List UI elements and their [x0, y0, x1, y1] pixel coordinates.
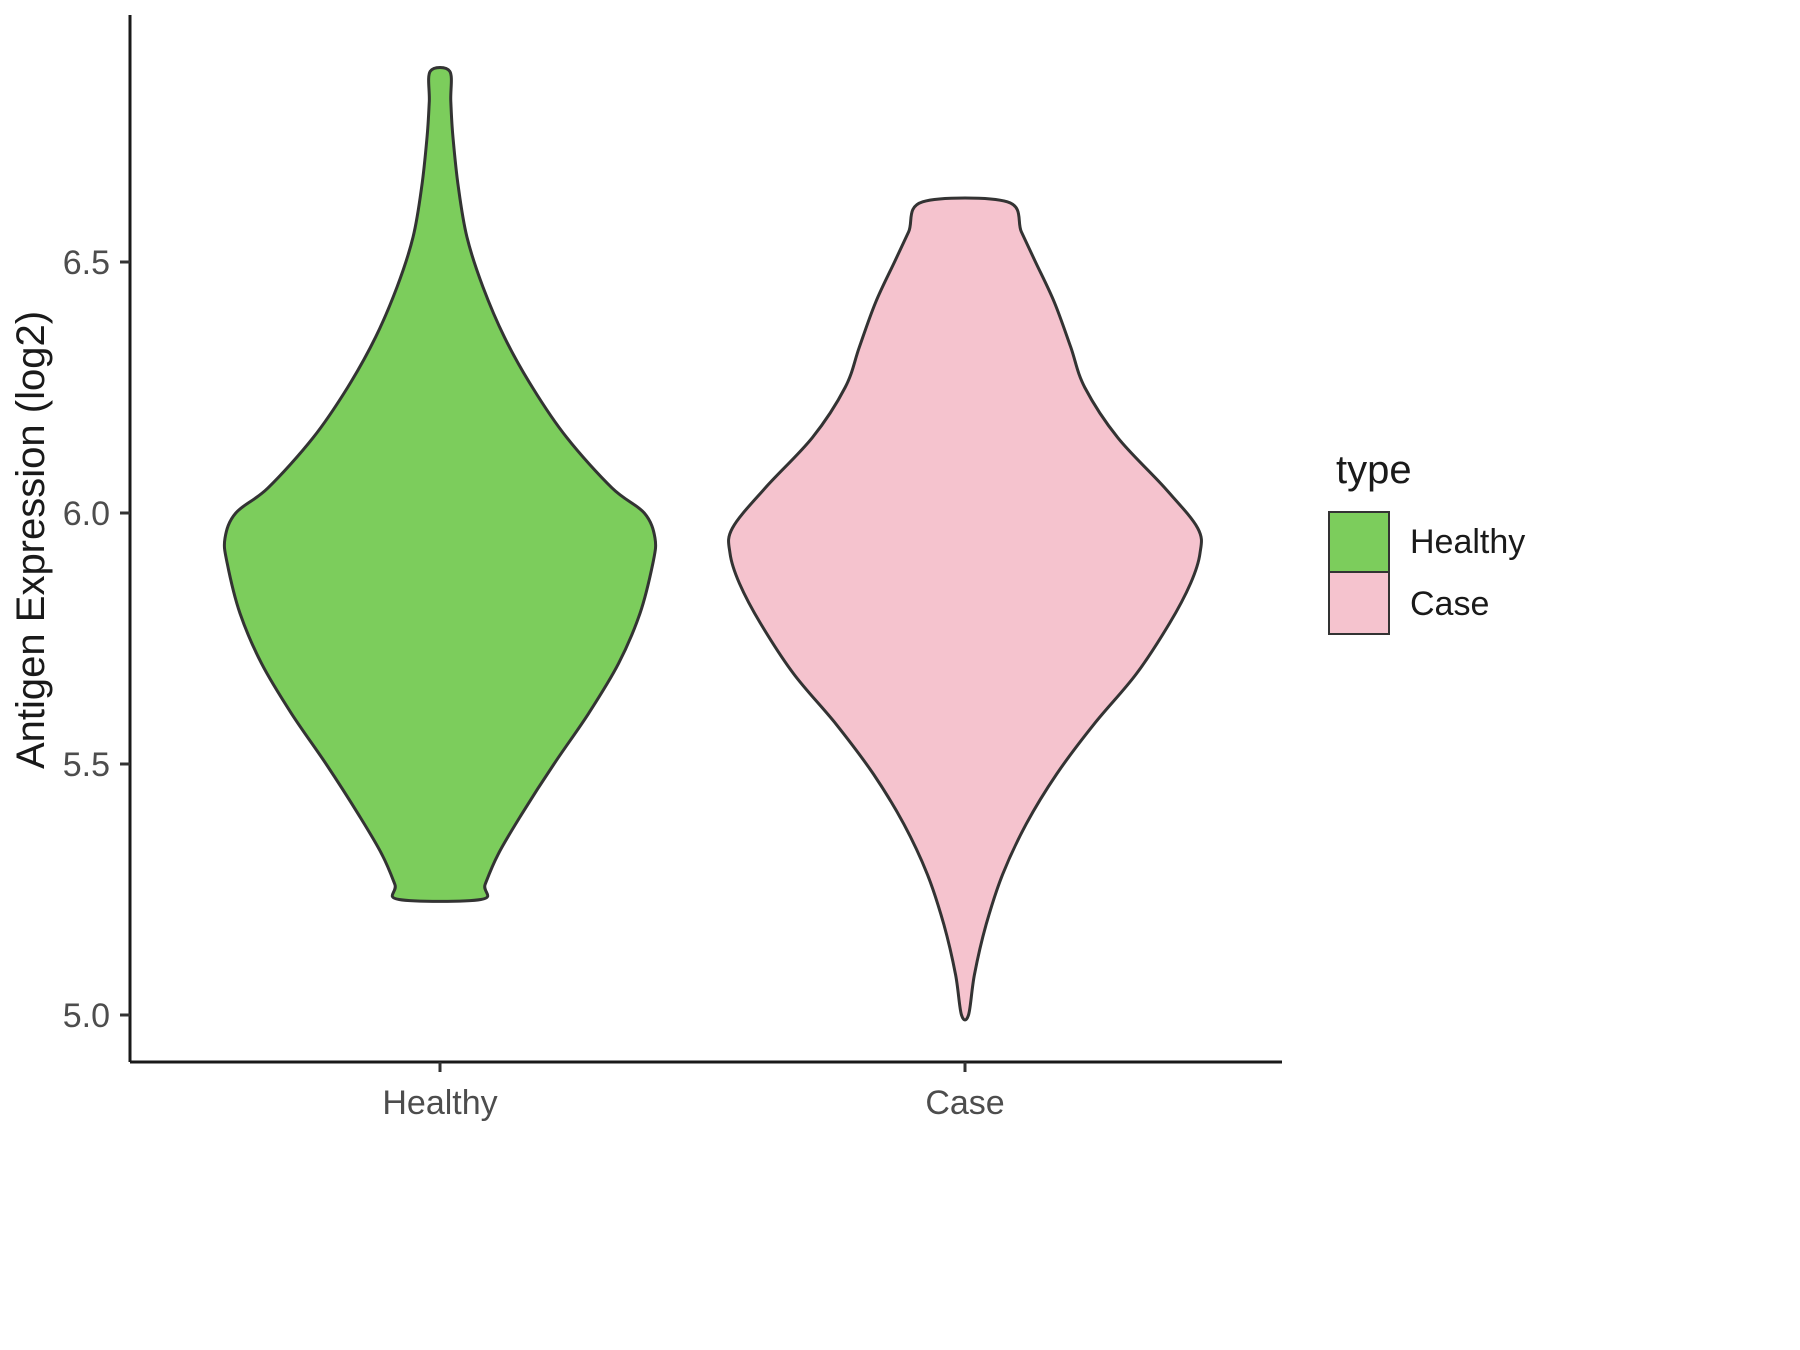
- y-axis-title: Antigen Expression (log2): [9, 311, 53, 769]
- legend-swatch-case: [1328, 573, 1390, 635]
- legend-item-case: Case: [1328, 573, 1525, 635]
- y-tick-label: 6.5: [63, 244, 110, 282]
- y-tick-label: 6.0: [63, 495, 110, 533]
- x-tick-label: Healthy: [382, 1084, 497, 1122]
- y-tick-label: 5.0: [63, 997, 110, 1035]
- violin-healthy: [222, 65, 658, 903]
- y-tick-label: 5.5: [63, 746, 110, 784]
- legend-swatch-healthy: [1328, 511, 1390, 573]
- legend-item-healthy: Healthy: [1328, 511, 1525, 573]
- legend-label-case: Case: [1410, 584, 1490, 623]
- legend-label-healthy: Healthy: [1410, 522, 1526, 561]
- violin-case: [727, 196, 1203, 1022]
- legend-title: type: [1336, 448, 1412, 492]
- legend: type Healthy Case: [1328, 448, 1525, 635]
- x-tick-label: Case: [925, 1084, 1004, 1122]
